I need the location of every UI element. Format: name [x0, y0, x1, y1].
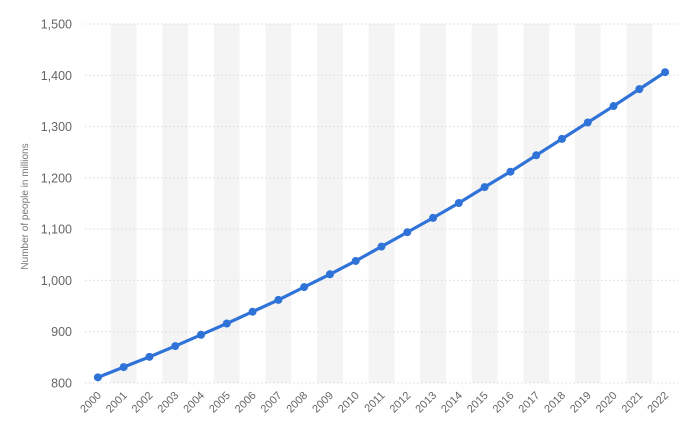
y-tick-label: 1,000: [41, 274, 72, 288]
year-bands: [110, 24, 653, 383]
y-tick-label: 1,300: [41, 120, 72, 134]
y-tick-label: 1,100: [41, 223, 72, 237]
x-tick-label: 2009: [310, 390, 336, 416]
year-band: [368, 24, 395, 383]
year-band: [317, 24, 343, 383]
year-band: [574, 24, 601, 383]
data-point: [609, 102, 618, 111]
x-tick-label: 2013: [413, 390, 439, 416]
x-tick-label: 2014: [439, 390, 465, 416]
x-tick-label: 2008: [284, 390, 310, 416]
data-point: [248, 307, 257, 316]
x-tick-label: 2000: [78, 390, 104, 416]
data-point: [325, 270, 334, 279]
y-tick-label: 1,400: [41, 69, 72, 83]
year-band: [471, 24, 498, 383]
data-point: [145, 352, 154, 361]
data-point: [300, 283, 309, 292]
x-tick-label: 2011: [362, 390, 387, 415]
data-point: [454, 198, 463, 207]
year-band: [626, 24, 653, 383]
data-point: [557, 134, 566, 143]
year-band: [523, 24, 550, 383]
data-point: [119, 363, 128, 372]
x-tick-label: 2002: [130, 390, 156, 416]
x-tick-label: 2021: [620, 390, 646, 416]
y-tick-label: 1,200: [41, 171, 72, 185]
y-tick-label: 800: [51, 377, 72, 391]
y-axis-ticks: 800 900 1,000 1,100 1,200 1,300 1,400 1,500: [41, 18, 72, 391]
y-tick-label: 900: [51, 325, 72, 339]
x-tick-label: 2012: [388, 390, 414, 416]
data-point: [532, 151, 541, 160]
x-tick-label: 2016: [491, 390, 517, 416]
data-point: [222, 319, 231, 328]
data-point: [351, 256, 360, 265]
x-tick-label: 2006: [233, 390, 259, 416]
x-tick-label: 2017: [517, 390, 543, 416]
series-layer: [93, 68, 670, 382]
data-point: [171, 342, 180, 351]
data-point: [377, 242, 386, 251]
x-axis-ticks: 2000 2001 2002 2003 2004 2005 2006 2007 2008 2009…: [78, 390, 671, 416]
year-band: [420, 24, 446, 383]
gridlines: [85, 23, 678, 384]
year-band: [110, 24, 137, 383]
x-tick-label: 2001: [104, 390, 130, 416]
y-tick-label: 1,500: [41, 18, 72, 32]
data-point: [429, 213, 438, 222]
x-tick-label: 2020: [594, 390, 620, 416]
x-tick-label: 2004: [181, 390, 207, 416]
year-band: [162, 24, 189, 383]
x-tick-label: 2007: [259, 390, 285, 416]
year-band: [265, 24, 292, 383]
data-point: [583, 118, 592, 127]
x-tick-label: 2022: [645, 390, 671, 416]
x-tick-label: 2018: [542, 390, 568, 416]
x-tick-label: 2015: [465, 390, 491, 416]
data-point: [403, 228, 412, 237]
x-tick-label: 2010: [336, 390, 362, 416]
x-tick-label: 2005: [207, 390, 233, 416]
data-point: [506, 167, 515, 176]
data-point: [635, 85, 644, 94]
y-axis-label: Number of people in millions: [20, 143, 31, 269]
data-point: [197, 330, 206, 339]
data-point: [93, 373, 102, 382]
data-point: [274, 295, 283, 304]
x-tick-label: 2019: [568, 390, 594, 416]
data-point: [480, 183, 489, 192]
x-tick-label: 2003: [156, 390, 182, 416]
data-point: [661, 68, 670, 77]
